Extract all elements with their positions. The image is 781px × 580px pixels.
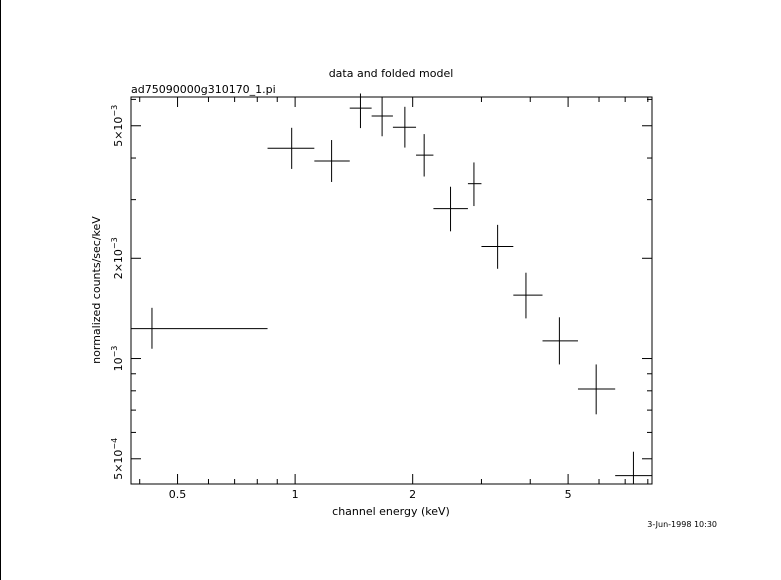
chart-subtitle: ad75090000g310170_1.pi <box>131 83 276 96</box>
data-point <box>513 272 543 319</box>
y-tick-label: 5×10−4 <box>110 438 125 480</box>
data-point <box>314 140 350 182</box>
tick-labels: 0.5 1 2 5 5×10−4 10−3 2×10−3 5×10−3 <box>110 105 572 501</box>
timestamp: 3-Jun-1998 10:30 <box>647 520 717 529</box>
x-axis-label: channel energy (keV) <box>332 505 450 518</box>
window-left-border <box>0 0 1 580</box>
y-tick-label: 2×10−3 <box>110 237 125 279</box>
data-point <box>416 134 434 177</box>
y-axis-label: normalized counts/sec/keV <box>90 216 103 364</box>
data-point <box>371 97 393 137</box>
data-point <box>392 106 417 148</box>
data-point <box>577 364 616 415</box>
axis-ticks <box>131 97 652 484</box>
data-point <box>467 162 482 207</box>
data-point <box>349 93 372 129</box>
data-point <box>481 224 514 269</box>
data-point <box>131 307 268 349</box>
data-point <box>267 127 315 169</box>
data-points <box>131 93 652 484</box>
x-tick-label: 1 <box>292 488 299 501</box>
chart-title: data and folded model <box>329 67 454 80</box>
data-point <box>542 317 578 365</box>
y-tick-label: 5×10−3 <box>110 105 125 147</box>
data-point <box>615 451 652 484</box>
x-tick-label: 2 <box>409 488 416 501</box>
y-tick-label: 10−3 <box>110 346 125 372</box>
plot-frame <box>130 96 653 485</box>
x-tick-label: 0.5 <box>169 488 187 501</box>
data-point <box>433 186 468 232</box>
x-tick-label: 5 <box>565 488 572 501</box>
